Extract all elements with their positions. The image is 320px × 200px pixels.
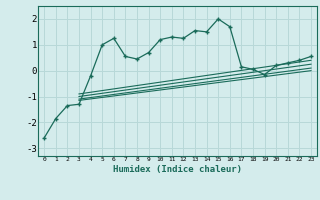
X-axis label: Humidex (Indice chaleur): Humidex (Indice chaleur) (113, 165, 242, 174)
